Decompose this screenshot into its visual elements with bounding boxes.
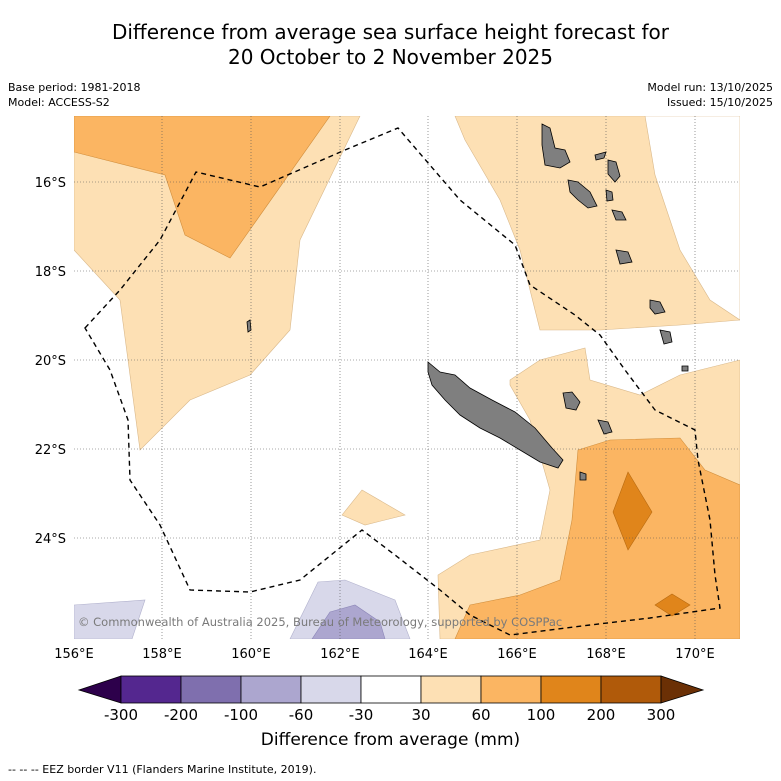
lon-label-162e: 162°E [320, 647, 360, 662]
colorbar-tick-label: 300 [647, 706, 676, 724]
colorbar-tick-label: -300 [104, 706, 138, 724]
lon-label-160e: 160°E [231, 647, 271, 662]
gridlines [74, 116, 740, 639]
lat-label-18s: 18°S [35, 265, 66, 280]
colorbar-segment [540, 675, 602, 704]
eez-border [84, 127, 721, 636]
contour-30-60-small [341, 489, 406, 526]
island-small-2 [579, 471, 587, 481]
contour-100-200-small [654, 593, 691, 617]
eez-footnote: -- -- -- EEZ border V11 (Flanders Marine… [8, 763, 317, 776]
colorbar-segment [360, 675, 422, 704]
lon-label-168e: 168°E [586, 647, 626, 662]
colorbar-tick-label: -30 [349, 706, 374, 724]
meta-left: Base period: 1981-2018 Model: ACCESS-S2 [8, 80, 140, 110]
map-panel: © Commonwealth of Australia 2025, Bureau… [74, 116, 740, 639]
contour-100-200-large [612, 471, 653, 551]
island-vanuatu-3 [594, 151, 607, 161]
island-vanuatu-2 [567, 179, 598, 209]
colorbar-segment [180, 675, 242, 704]
colorbar-under-arrow [77, 675, 122, 704]
colorbar-segment [600, 675, 662, 704]
new-caledonia [427, 361, 564, 469]
meta-right: Model run: 13/10/2025 Issued: 15/10/2025 [647, 80, 773, 110]
contour-neg30-neg60-southwest [74, 599, 146, 639]
colorbar-tick-label: -100 [224, 706, 258, 724]
colorbar-tick-label: 100 [527, 706, 556, 724]
model-run: Model run: 13/10/2025 [647, 81, 773, 94]
contour-60-100-northwest [74, 116, 331, 259]
lon-label-170e: 170°E [675, 647, 715, 662]
island-mare [597, 419, 613, 435]
colorbar-tick-label: 200 [587, 706, 616, 724]
colorbar-segment [480, 675, 542, 704]
colorbar-segment [300, 675, 362, 704]
lon-label-164e: 164°E [408, 647, 448, 662]
title-line-2: 20 October to 2 November 2025 [227, 45, 554, 69]
land-masses [246, 123, 689, 481]
colorbar-over-arrow [660, 675, 705, 704]
contour-30-60-west [74, 116, 361, 451]
colorbar-ticks: -300 -200 -100 -60 -30 30 60 100 200 300 [104, 706, 675, 724]
title-line-1: Difference from average sea surface heig… [111, 20, 670, 44]
lon-label-158e: 158°E [142, 647, 182, 662]
island-vanuatu-6 [611, 209, 627, 221]
island-small-1 [246, 319, 252, 333]
lon-label-156e: 156°E [54, 647, 94, 662]
colorbar-segment [420, 675, 482, 704]
lat-label-24s: 24°S [35, 532, 66, 547]
island-loyalty-1 [649, 299, 666, 315]
base-period: Base period: 1981-2018 [8, 81, 141, 94]
colorbar-segments [120, 675, 662, 704]
colorbar-tick-label: 30 [411, 706, 430, 724]
island-vanuatu-7 [615, 249, 633, 265]
colorbar-tick-label: -200 [164, 706, 198, 724]
lat-label-20s: 20°S [35, 354, 66, 369]
colorbar-tick-label: 60 [471, 706, 490, 724]
island-loyalty-2 [659, 329, 673, 345]
lon-label-166e: 166°E [497, 647, 537, 662]
contour-neg60-neg100-south [311, 604, 386, 639]
copyright-text: © Commonwealth of Australia 2025, Bureau… [78, 615, 562, 629]
colorbar-segment [120, 675, 182, 704]
model-name: Model: ACCESS-S2 [8, 96, 110, 109]
island-vanuatu-5 [605, 189, 614, 202]
contour-60-100-southeast [454, 437, 740, 639]
colorbar-title: Difference from average (mm) [260, 730, 521, 750]
issued-date: Issued: 15/10/2025 [666, 96, 773, 109]
island-vanuatu-4 [607, 159, 621, 183]
island-lifou [562, 391, 581, 411]
colorbar-tick-label: -60 [289, 706, 314, 724]
lat-label-22s: 22°S [35, 443, 66, 458]
lat-label-16s: 16°S [35, 176, 66, 191]
island-vanuatu-1 [541, 123, 571, 169]
lat-axis: 16°S 18°S 20°S 22°S 24°S [35, 176, 66, 547]
colorbar: -300 -200 -100 -60 -30 30 60 100 200 300 [77, 675, 705, 724]
chart-title: Difference from average sea surface heig… [0, 20, 781, 70]
island-small-3 [681, 365, 689, 372]
lon-axis: 156°E 158°E 160°E 162°E 164°E 166°E 168°… [54, 647, 715, 662]
colorbar-segment [240, 675, 302, 704]
